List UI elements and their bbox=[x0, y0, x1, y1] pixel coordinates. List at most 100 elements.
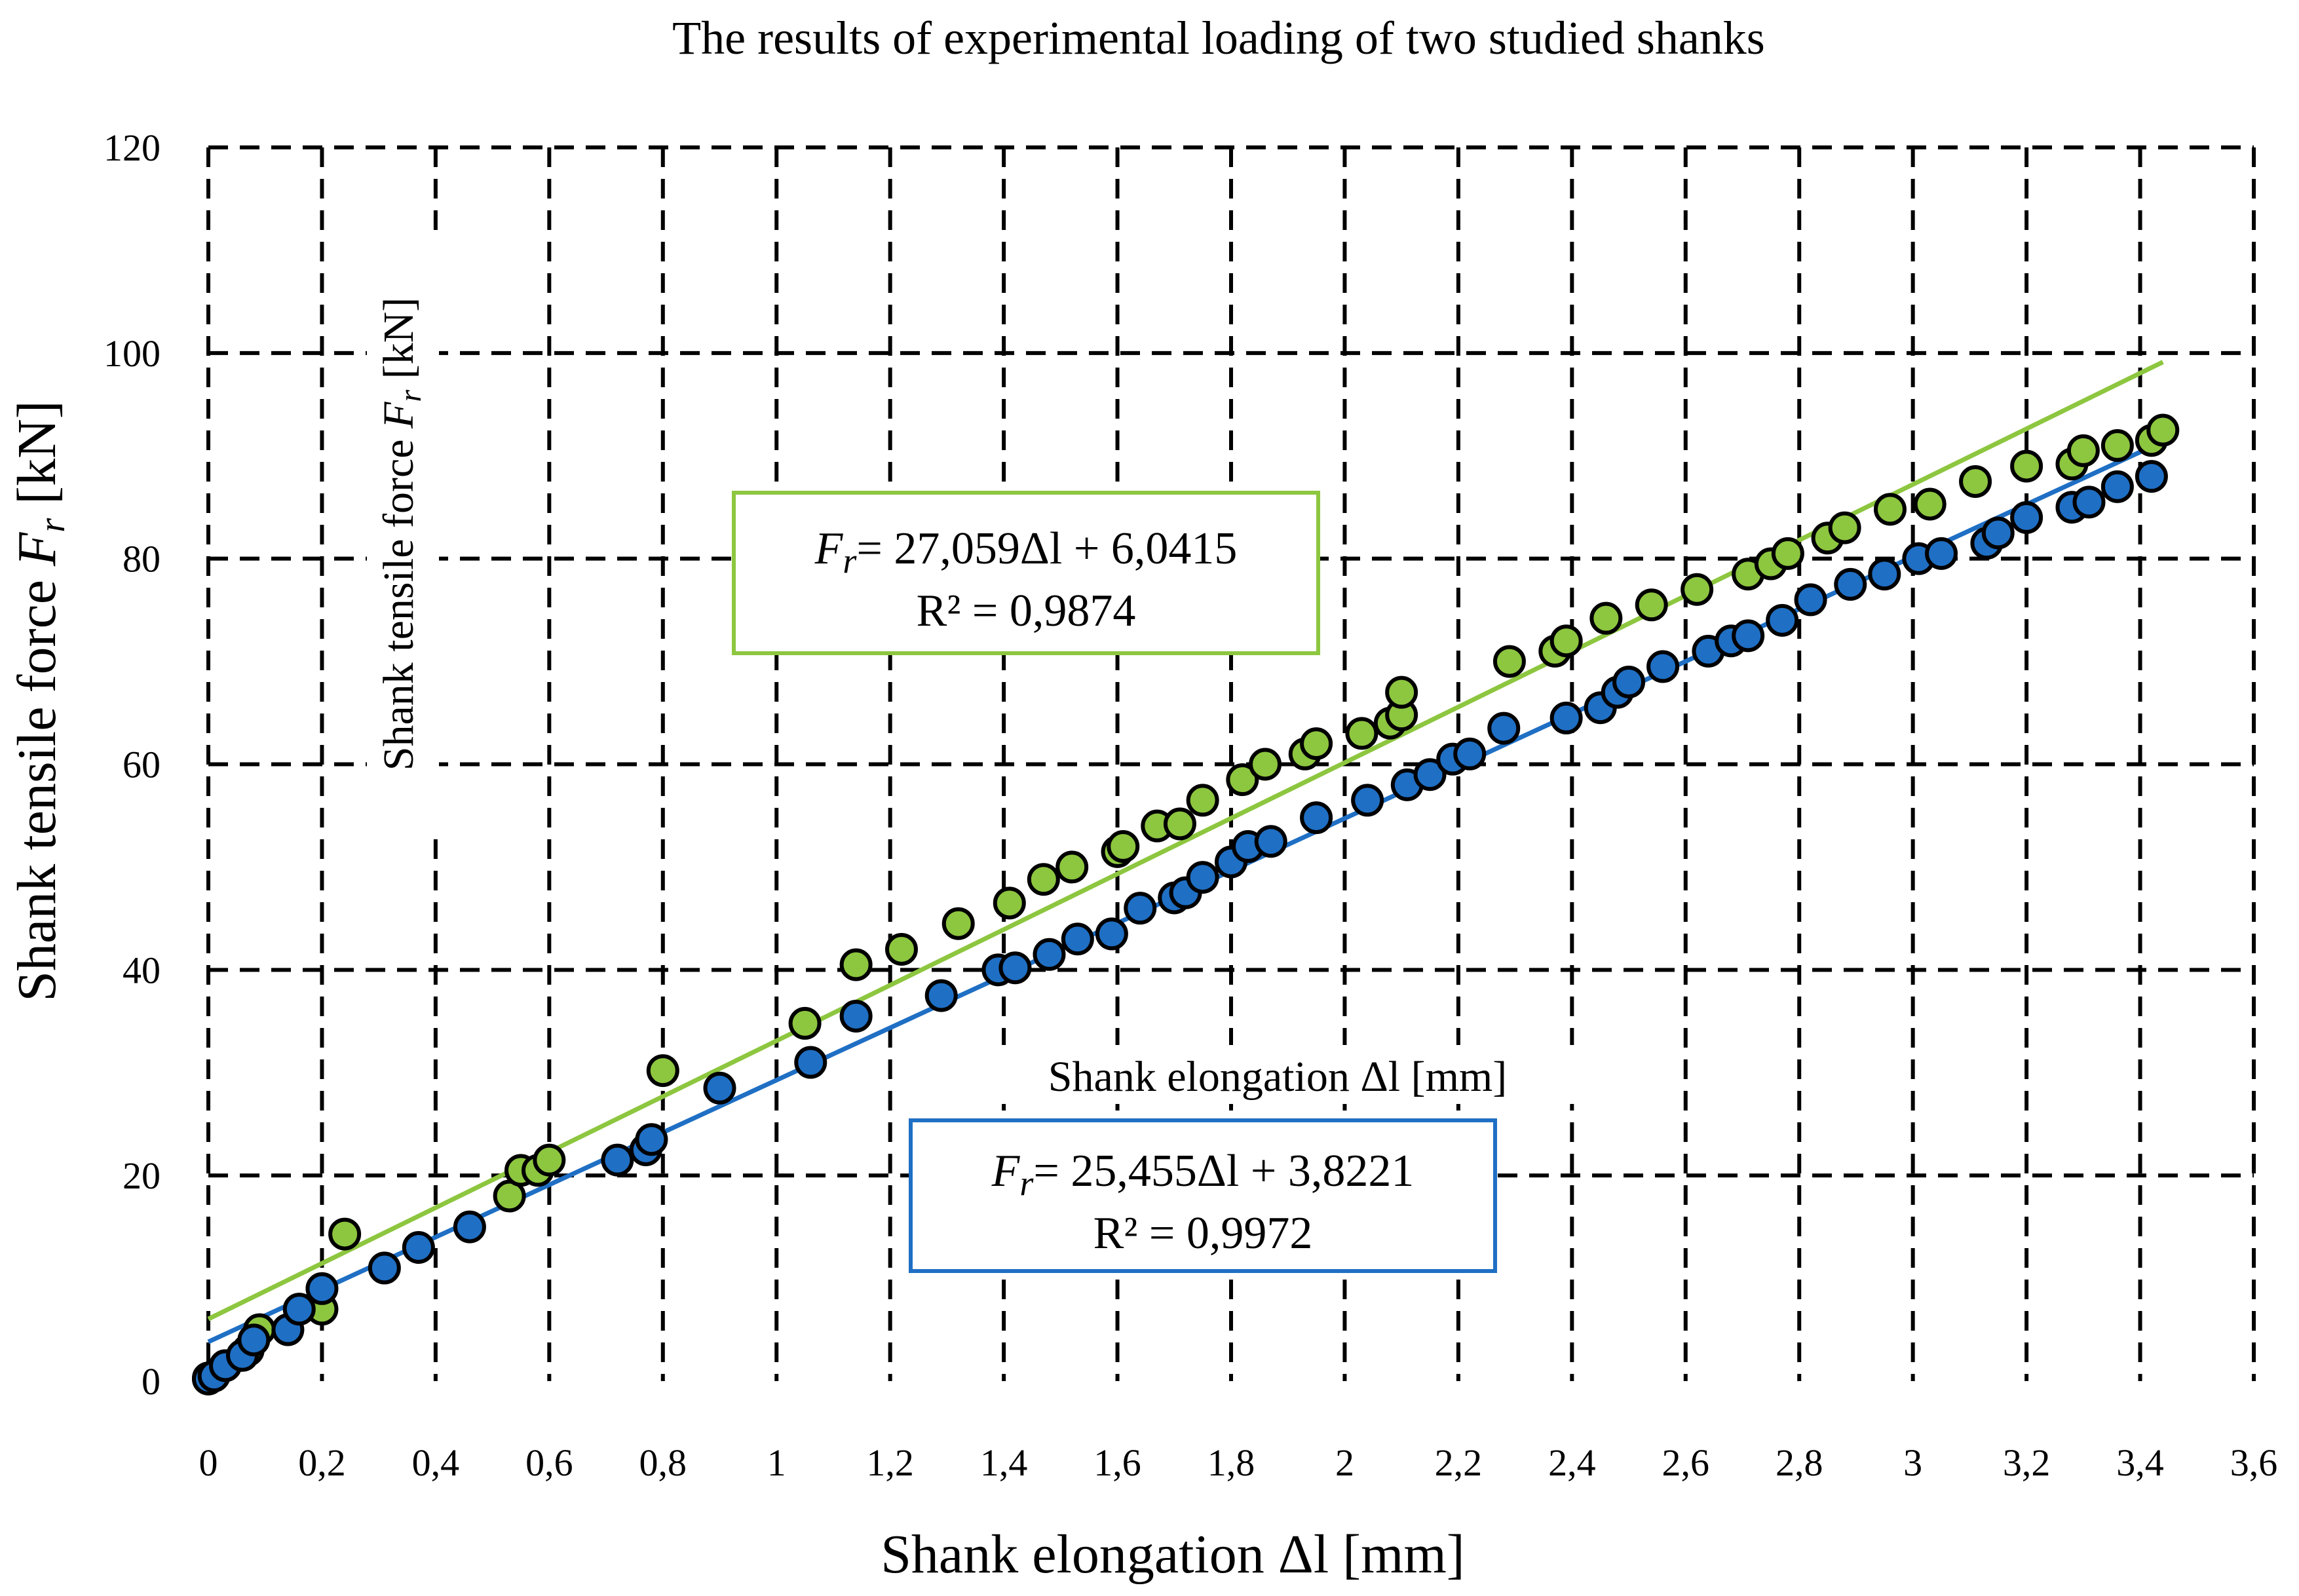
data-point bbox=[1794, 583, 1827, 617]
data-point bbox=[453, 1210, 486, 1244]
x-tick-label: 3,2 bbox=[2003, 1441, 2051, 1484]
data-point bbox=[368, 1251, 401, 1285]
data-point bbox=[2072, 485, 2106, 519]
data-point bbox=[1124, 892, 1157, 925]
data-point bbox=[2010, 501, 2043, 534]
data-point bbox=[2010, 449, 2043, 483]
blue-eq-r2: R² = 0,9972 bbox=[1093, 1208, 1313, 1259]
data-point bbox=[1163, 807, 1196, 841]
data-point bbox=[328, 1217, 362, 1251]
data-point bbox=[1549, 624, 1583, 658]
green-equation-box: Fr= 27,059Δl + 6,0415 R² = 0,9874 bbox=[732, 491, 1320, 655]
data-point bbox=[1226, 763, 1259, 797]
data-point bbox=[282, 1293, 316, 1326]
x-axis-title: Shank elongation Δl [mm] bbox=[881, 1524, 1465, 1585]
y-tick-label: 40 bbox=[123, 949, 161, 991]
y-tick-label: 20 bbox=[123, 1154, 161, 1197]
data-point bbox=[1771, 537, 1804, 570]
y-tick-labels: 0 20 40 60 80 100 120 bbox=[104, 126, 161, 1403]
data-points bbox=[192, 413, 2180, 1396]
data-point bbox=[1612, 665, 1646, 698]
x-tick-label: 2,2 bbox=[1435, 1441, 1483, 1484]
y-axis-title-overlay: Shank tensile force Fr [kN] bbox=[367, 233, 439, 835]
x-tick-label: 1,4 bbox=[980, 1441, 1028, 1484]
data-point bbox=[1913, 487, 1947, 521]
data-point bbox=[788, 1006, 822, 1040]
x-tick-label: 0 bbox=[199, 1441, 218, 1484]
y-overlay-symbol: F bbox=[375, 402, 423, 429]
data-point bbox=[1300, 801, 1333, 835]
green-eq-r2: R² = 0,9874 bbox=[917, 586, 1136, 636]
green-eq-symbol: F bbox=[814, 523, 844, 574]
y-axis-title-subscript: r bbox=[32, 518, 73, 533]
y-overlay-subscript: r bbox=[393, 390, 428, 402]
data-point bbox=[2100, 470, 2134, 503]
data-point bbox=[2135, 460, 2168, 493]
data-point bbox=[1635, 588, 1668, 622]
x-tick-label: 3 bbox=[1903, 1441, 1922, 1484]
data-point bbox=[1186, 861, 1219, 894]
data-point bbox=[1834, 567, 1867, 601]
data-point bbox=[402, 1231, 435, 1264]
data-point bbox=[794, 1046, 827, 1079]
data-point bbox=[1300, 727, 1333, 761]
data-point bbox=[2066, 434, 2100, 467]
x-tick-label: 2,6 bbox=[1662, 1441, 1710, 1484]
data-point bbox=[305, 1272, 339, 1305]
x-tick-label: 1 bbox=[767, 1441, 786, 1484]
x-overlay-text: Shank elongation Δl [mm] bbox=[1048, 1053, 1508, 1101]
data-point bbox=[1061, 922, 1094, 956]
blue-eq-subscript: r bbox=[1019, 1164, 1034, 1203]
data-point bbox=[1549, 701, 1583, 734]
y-tick-label: 100 bbox=[104, 332, 161, 375]
y-overlay-unit: [kN] bbox=[375, 297, 423, 390]
data-point bbox=[1492, 645, 1526, 678]
blue-series bbox=[192, 460, 2168, 1396]
y-tick-label: 120 bbox=[104, 126, 161, 169]
x-tick-label: 3,4 bbox=[2116, 1441, 2164, 1484]
chart-title: The results of experimental loading of t… bbox=[672, 12, 1765, 64]
blue-eq-symbol: F bbox=[991, 1146, 1021, 1196]
y-axis-title: Shank tensile force Fr [kN] bbox=[7, 400, 73, 1002]
data-point bbox=[1873, 493, 1907, 526]
data-point bbox=[1981, 516, 2015, 550]
y-tick-label: 60 bbox=[123, 744, 161, 786]
data-point bbox=[601, 1143, 634, 1177]
x-tick-label: 0,2 bbox=[298, 1441, 346, 1484]
x-tick-label: 3,6 bbox=[2230, 1441, 2278, 1484]
x-tick-label: 2,4 bbox=[1548, 1441, 1596, 1484]
y-overlay-text: Shank tensile force bbox=[375, 428, 423, 770]
x-tick-label: 1,6 bbox=[1093, 1441, 1141, 1484]
data-point bbox=[1027, 863, 1060, 896]
data-point bbox=[1589, 601, 1623, 635]
data-point bbox=[1732, 619, 1765, 653]
x-tick-label: 0,6 bbox=[525, 1441, 573, 1484]
x-tick-label: 0,8 bbox=[639, 1441, 687, 1484]
y-axis-title-symbol: F bbox=[7, 531, 67, 567]
x-tick-label: 1,8 bbox=[1207, 1441, 1255, 1484]
y-tick-label: 0 bbox=[142, 1360, 161, 1403]
data-point bbox=[1033, 938, 1066, 971]
svg-text:Shank tensile force Fr [kN]: Shank tensile force Fr [kN] bbox=[375, 297, 428, 770]
data-point bbox=[1828, 511, 1861, 544]
y-axis-title-text: Shank tensile force bbox=[7, 566, 67, 1002]
x-tick-label: 1,2 bbox=[866, 1441, 914, 1484]
data-point bbox=[1351, 784, 1384, 817]
green-eq-formula: = 27,059Δl + 6,0415 bbox=[856, 523, 1237, 574]
data-point bbox=[635, 1123, 668, 1156]
data-point bbox=[1413, 758, 1447, 791]
data-point bbox=[1095, 917, 1128, 951]
data-point bbox=[993, 886, 1026, 920]
data-point bbox=[1868, 558, 1901, 591]
data-point bbox=[1453, 737, 1487, 770]
data-point bbox=[998, 951, 1032, 985]
data-point bbox=[533, 1143, 566, 1177]
x-axis-title-overlay: Shank elongation Δl [mm] bbox=[979, 1045, 1576, 1104]
data-point bbox=[1186, 784, 1219, 817]
data-point bbox=[885, 932, 919, 966]
data-point bbox=[1959, 465, 1992, 498]
data-point bbox=[237, 1323, 271, 1357]
data-point bbox=[1249, 748, 1282, 781]
blue-equation-box: Fr= 25,455Δl + 3,8221 R² = 0,9972 bbox=[909, 1118, 1497, 1273]
